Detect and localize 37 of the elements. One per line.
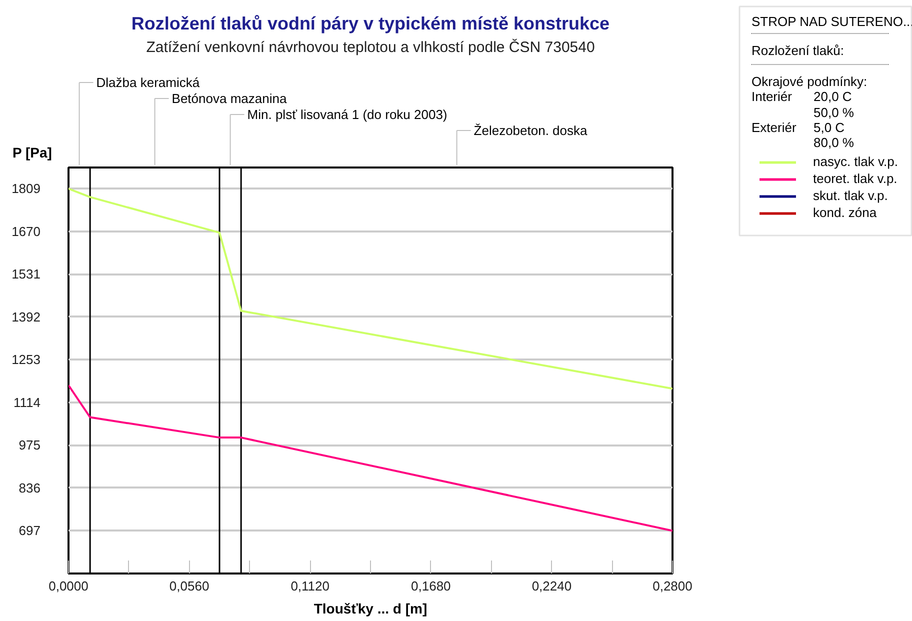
y-axis-title: P [Pa] <box>12 144 52 160</box>
chart-title: Rozložení tlaků vodní páry v typickém místě konstrukce <box>131 14 610 34</box>
x-tick-label: 0,2800 <box>652 578 692 594</box>
x-tick-label: 0,1120 <box>290 578 330 594</box>
chart-subtitle: Zatížení venkovní návrhovou teplotou a vlhkostí podle ČSN 730540 <box>146 38 595 56</box>
legend-label: kond. zóna <box>813 205 877 220</box>
legend-label: nasyc. tlak v.p. <box>813 154 898 169</box>
text: Exteriér <box>752 120 797 135</box>
line-series <box>68 384 672 532</box>
y-tick-label: 836 <box>18 480 41 496</box>
y-tick-label: 1392 <box>12 309 40 324</box>
x-tick-label: 0,2240 <box>532 578 572 594</box>
y-tick-label: 975 <box>18 438 41 453</box>
text: 20,0 C <box>814 89 852 104</box>
legend-label: teoret. tlak v.p. <box>813 171 898 186</box>
y-tick-label: 1670 <box>12 224 40 239</box>
x-axis-title: Tloušťky ... d [m] <box>314 600 428 616</box>
text: Betónova mazanina <box>172 91 288 106</box>
y-tick-label: 1809 <box>12 181 40 196</box>
text: Interiér <box>752 89 793 104</box>
text: Železobeton. doska <box>474 123 588 138</box>
x-tick-label: 0,0000 <box>48 578 88 594</box>
legend-label: skut. tlak v.p. <box>813 188 888 203</box>
text: Min. plsť lisovaná 1 (do roku 2003) <box>247 107 448 122</box>
text: 5,0 C <box>814 120 845 135</box>
y-tick-label: 1114 <box>14 394 41 410</box>
text: Okrajové podmínky: <box>752 74 868 89</box>
y-tick-label: 1253 <box>12 352 40 368</box>
text: Rozložení tlaků: <box>752 43 844 58</box>
line-series <box>68 188 672 390</box>
x-tick-label: 0,0560 <box>169 578 210 594</box>
x-tick-label: 0,1680 <box>411 578 451 594</box>
text: 50,0 % <box>814 105 854 120</box>
y-tick-label: 1531 <box>12 266 40 282</box>
text: Dlažba keramická <box>96 75 200 90</box>
text: 80,0 % <box>814 135 854 150</box>
y-tick-label: 697 <box>18 523 41 538</box>
